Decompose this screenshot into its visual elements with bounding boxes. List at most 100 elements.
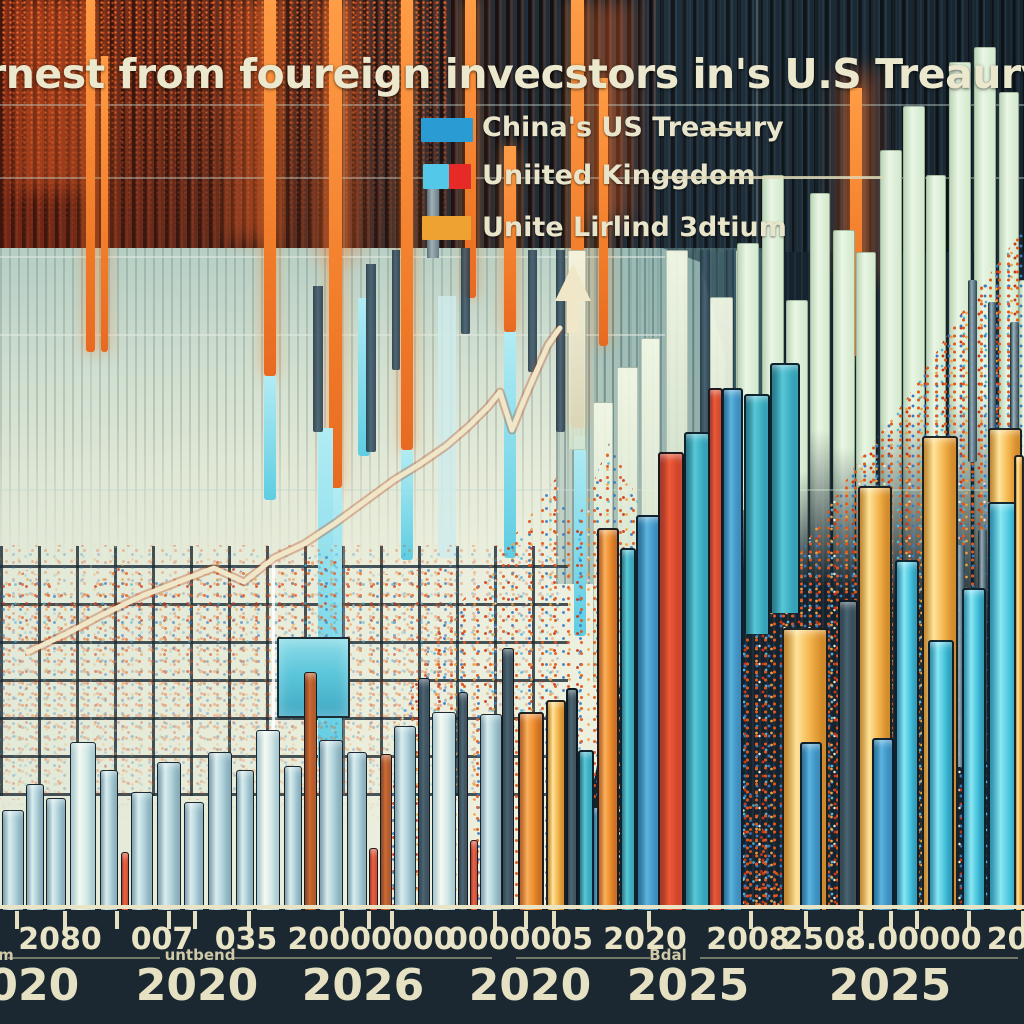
bottom-right-bars-bar: [928, 640, 954, 910]
legend-swatch-uk-red: [449, 164, 471, 189]
bottom-left-bars-bar: [157, 762, 181, 910]
bottom-left-bars-bar: [470, 840, 478, 910]
hline-decor: [0, 104, 1024, 106]
x-axis-label-row2: 2020: [468, 960, 592, 1011]
axis-base-decor: [0, 905, 1024, 909]
bottom-left-bars-bar: [458, 692, 468, 910]
hanging-slate-bars-bar: [313, 286, 323, 432]
bottom-right-bars-bar: [658, 452, 684, 910]
glass-bars-right-slope-bar: [968, 280, 977, 462]
up-arrow-icon: [555, 264, 591, 301]
hanging-glow-bars-bar: [401, 0, 413, 450]
x-axis-small-label: Bdal: [649, 946, 687, 964]
hanging-slate-bars-bar: [700, 250, 710, 492]
x-axis-label-row1: 2508.00000: [782, 922, 982, 957]
x-axis-tick: [390, 911, 394, 929]
bottom-right-bars-bar: [620, 548, 636, 910]
x-axis-label-row1: 200: [986, 922, 1024, 957]
glass-bars-right-slope-bar: [988, 302, 996, 474]
x-axis-tick: [493, 911, 497, 929]
x-axis-label-row1: 2008: [706, 922, 790, 957]
bottom-right-bars-bar: [962, 588, 986, 910]
x-axis-tick: [552, 911, 556, 929]
bottom-right-bars-bar: [722, 388, 743, 910]
bottom-right-bars-bar: [872, 738, 894, 910]
axis-divider-line: [516, 957, 650, 959]
vline-decor: [756, 0, 758, 252]
bottom-left-bars-bar: [46, 798, 66, 910]
bottom-left-bars-bar: [2, 810, 24, 910]
bottom-left-bars-bar: [319, 740, 343, 910]
legend-line-decor: [662, 176, 884, 179]
x-axis-label-row2: 2020: [0, 960, 80, 1011]
x-axis-tick: [247, 911, 251, 929]
bottom-right-bars-bar: [895, 560, 919, 910]
hanging-glow-bars-bar: [101, 56, 108, 352]
bottom-right-bars-bar: [518, 712, 544, 910]
x-axis-small-label: m: [0, 946, 14, 964]
hanging-glow-bars-bar: [264, 0, 276, 376]
bottom-left-bars-bar: [304, 672, 317, 910]
bottom-left-bars-bar: [432, 712, 456, 910]
bottom-right-bars-bar: [1014, 455, 1024, 910]
hanging-slate-bars-bar: [392, 250, 400, 370]
bottom-right-bars-bar: [546, 700, 566, 910]
bottom-right-bars-bar: [597, 528, 619, 910]
bottom-left-bars-bar: [394, 726, 416, 910]
hanging-cyan-bars-bar: [438, 296, 456, 558]
bottom-left-bars-bar: [347, 752, 367, 910]
x-axis-tick: [115, 911, 119, 929]
x-axis-tick: [193, 911, 197, 929]
glass-bars-right-slope-bar: [955, 545, 965, 767]
white-vline-decor: [272, 556, 275, 832]
bottom-left-bars-bar: [208, 752, 232, 910]
x-axis-tick: [647, 911, 651, 929]
bottom-right-bars-bar: [838, 600, 858, 910]
x-axis-tick: [915, 911, 919, 929]
bottom-left-bars-bar: [26, 784, 44, 910]
bottom-left-bars-bar: [131, 792, 153, 910]
bottom-left-bars-bar: [121, 852, 129, 910]
vline-decor: [90, 0, 92, 908]
axis-divider-line: [8, 957, 160, 959]
legend-line-decor: [700, 128, 748, 131]
legend-label-third: Unite Lirlind 3dtium: [482, 212, 787, 243]
bottom-left-bars-bar: [236, 770, 254, 910]
legend-label-uk: Uniited Kinggdom: [482, 160, 756, 191]
hanging-glow-bars-bar: [599, 78, 608, 346]
x-axis-tick: [889, 911, 893, 929]
glass-bars-right-slope-bar: [1010, 322, 1019, 484]
hanging-glow-bars-bar: [264, 376, 276, 500]
x-axis-label-row2: 2026: [301, 960, 425, 1011]
bottom-left-bars-bar: [480, 714, 502, 910]
hanging-slate-bars-bar: [366, 264, 376, 452]
x-axis-tick: [1021, 911, 1024, 929]
x-axis-label-row1: 007: [130, 922, 194, 957]
hanging-glow-bars-bar: [465, 0, 476, 298]
hanging-glow-bars-bar: [401, 450, 413, 560]
x-axis-tick: [340, 911, 344, 929]
x-axis-label-row2: 2025: [626, 960, 750, 1011]
x-axis-label-row2: 2025: [828, 960, 952, 1011]
bottom-left-bars-bar: [502, 648, 514, 910]
axis-divider-line: [700, 957, 1018, 959]
x-axis-tick: [63, 911, 67, 929]
x-axis-small-label: untbend: [164, 946, 236, 964]
x-axis-label-row1: 2020: [603, 922, 687, 957]
x-axis-label-row1: 20000000: [287, 922, 455, 957]
x-axis-tick: [367, 911, 371, 929]
hanging-slate-bars-bar: [461, 248, 470, 334]
bottom-left-bars-bar: [380, 754, 392, 910]
x-axis-label-row2: 2020: [135, 960, 259, 1011]
bottom-left-bars-bar: [70, 742, 96, 910]
legend-swatch-third: [422, 216, 471, 240]
bottom-left-bars-bar: [369, 848, 378, 910]
x-axis-tick: [859, 911, 863, 929]
x-axis-label-row1: 2080: [18, 922, 102, 957]
x-axis-tick: [524, 911, 528, 929]
hanging-glow-bars-bar: [86, 0, 95, 352]
bottom-left-bars-bar: [184, 802, 204, 910]
vline-decor: [343, 0, 345, 908]
bottom-right-bars-bar: [770, 363, 800, 613]
